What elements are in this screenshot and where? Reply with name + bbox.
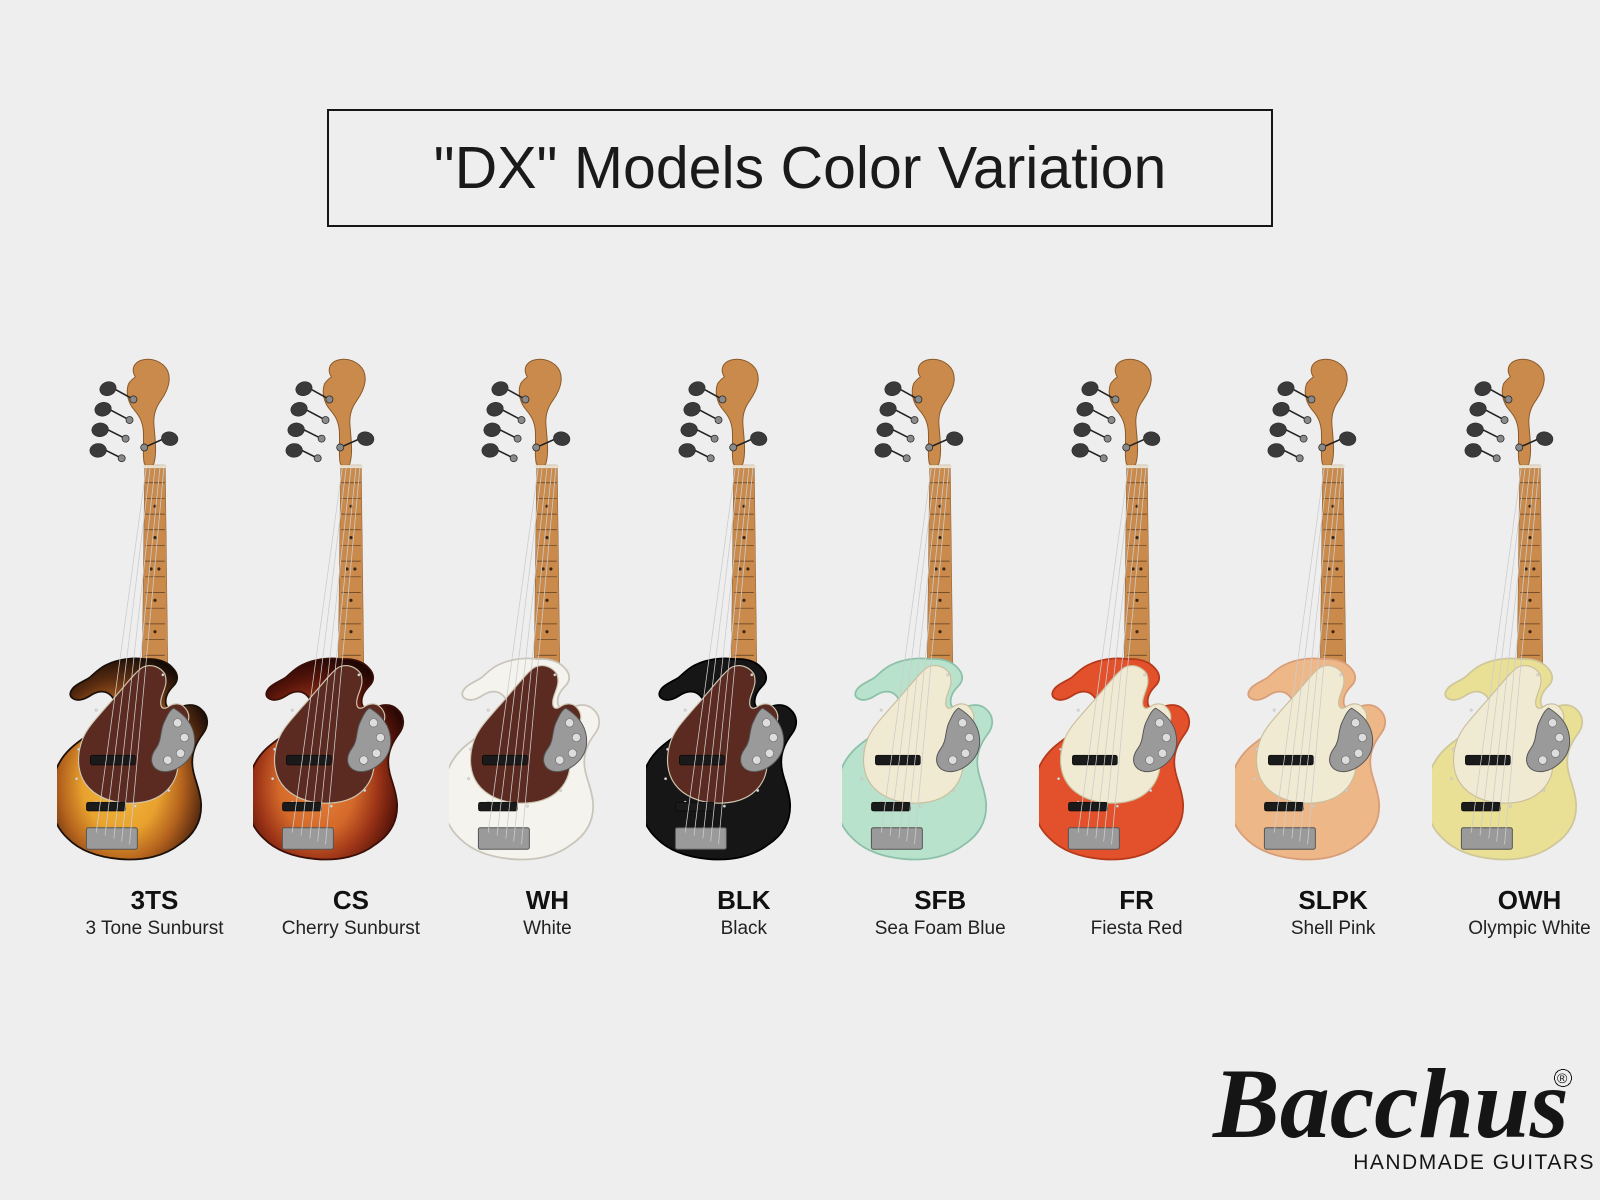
svg-text:®: ® — [1557, 1070, 1568, 1086]
svg-text:HANDMADE GUITARS: HANDMADE GUITARS — [1353, 1151, 1595, 1174]
svg-text:Bacchus: Bacchus — [1212, 1048, 1569, 1159]
